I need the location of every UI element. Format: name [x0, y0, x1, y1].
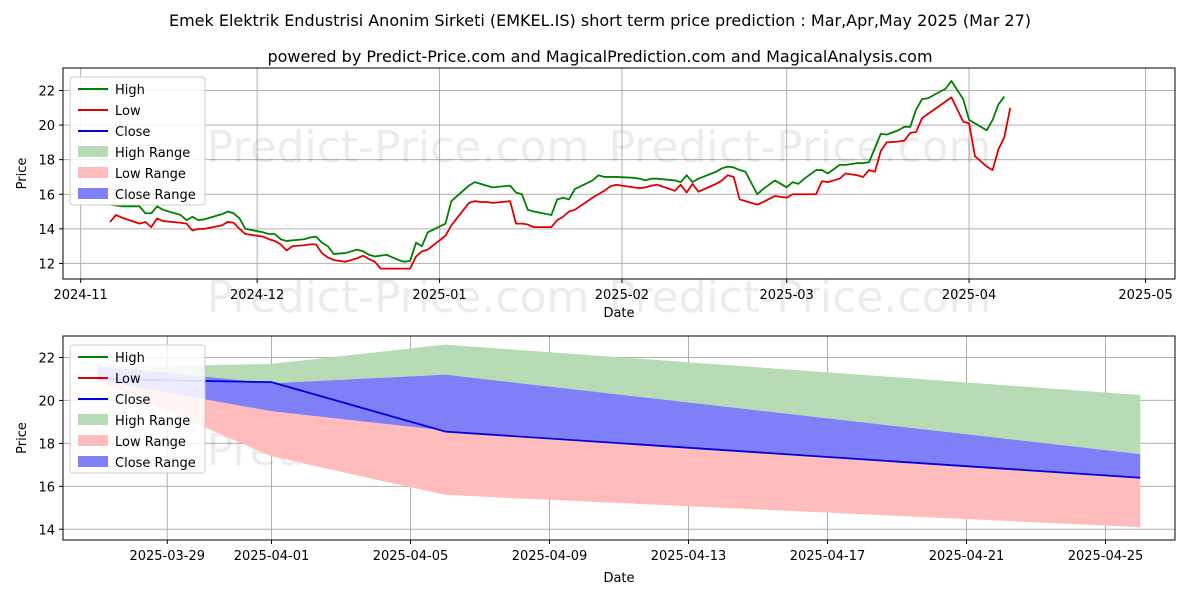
legend-label-high: High: [115, 351, 145, 366]
watermark: Predict-Price.com: [609, 122, 992, 173]
y-tick-label: 16: [38, 188, 55, 203]
y-tick-label: 20: [38, 394, 55, 409]
x-tick-label: 2025-04-05: [373, 549, 449, 564]
high-range-band: [97, 344, 1141, 455]
legend-label-high: High: [115, 83, 145, 98]
y-tick-label: 14: [38, 523, 55, 538]
legend-label-close: Close: [115, 125, 150, 140]
x-tick-label: 2025-04-09: [512, 549, 588, 564]
chart-title: Emek Elektrik Endustrisi Anonim Sirketi …: [169, 11, 1031, 30]
x-tick-label: 2025-05: [1118, 288, 1172, 303]
legend-swatch-low-range: [78, 167, 108, 178]
legend-label-low: Low: [115, 104, 141, 119]
legend-label-low: Low: [115, 372, 141, 387]
legend-label-close-range: Close Range: [115, 456, 196, 471]
x-tick-label: 2024-11: [53, 288, 107, 303]
high-line: [109, 80, 1006, 263]
x-tick-label: 2025-04-25: [1068, 549, 1144, 564]
x-tick-label: 2025-02: [595, 288, 649, 303]
y-tick-label: 14: [38, 223, 55, 238]
x-tick-label: 2025-04-21: [929, 549, 1005, 564]
watermark: Predict-Price.com: [207, 272, 590, 323]
y-tick-label: 22: [38, 351, 55, 366]
chart-subtitle: powered by Predict-Price.com and Magical…: [267, 47, 932, 66]
x-tick-label: 2025-04-13: [651, 549, 727, 564]
legend-swatch-high-range: [78, 146, 108, 157]
y-axis-label: Price: [15, 158, 30, 190]
x-tick-label: 2025-03-29: [129, 549, 205, 564]
x-tick-label: 2025-04-17: [790, 549, 866, 564]
x-axis-label: Date: [603, 306, 634, 321]
y-tick-label: 20: [38, 119, 55, 134]
x-axis-label: Date: [603, 571, 634, 586]
history-panel: 12 14 16 18 20 22 2024-11 2024-12 2025-01 2025-02…: [15, 67, 1176, 323]
y-axis-label: Price: [15, 422, 30, 454]
legend-swatch-close-range: [78, 456, 108, 467]
y-tick-label: 12: [38, 257, 55, 272]
legend-swatch-low-range: [78, 435, 108, 446]
y-tick-label: 18: [38, 154, 55, 169]
watermark: Predict-Price.com: [207, 122, 590, 173]
legend: High Low Close High Range Low Range Close Ran…: [69, 76, 206, 206]
low-line: [109, 96, 1012, 270]
watermark: Predict-Price.com: [609, 272, 992, 323]
prediction-panel: 14 16 18 20 22 2025-03-29 2025-04-01 2025-04-05…: [15, 335, 1176, 586]
legend: High Low Close High Range Low Range Close Ran…: [69, 344, 206, 474]
plot-frame: [62, 335, 1176, 541]
low-range-band: [97, 376, 1141, 528]
x-tick-label: 2024-12: [230, 288, 284, 303]
x-tick-label: 2025-04-01: [234, 549, 310, 564]
close-range-band: [97, 366, 1141, 478]
legend-label-close: Close: [115, 393, 150, 408]
y-tick-label: 16: [38, 480, 55, 495]
x-tick-label: 2025-01: [412, 288, 466, 303]
legend-swatch-close-range: [78, 188, 108, 199]
legend-swatch-high-range: [78, 414, 108, 425]
x-tick-label: 2025-04: [942, 288, 996, 303]
legend-label-high-range: High Range: [115, 146, 190, 161]
legend-label-low-range: Low Range: [115, 435, 186, 450]
legend-label-high-range: High Range: [115, 414, 190, 429]
y-tick-label: 22: [38, 84, 55, 99]
x-tick-label: 2025-03: [760, 288, 814, 303]
y-tick-label: 18: [38, 437, 55, 452]
legend-label-close-range: Close Range: [115, 188, 196, 203]
plot-frame: [62, 67, 1176, 280]
legend-label-low-range: Low Range: [115, 167, 186, 182]
